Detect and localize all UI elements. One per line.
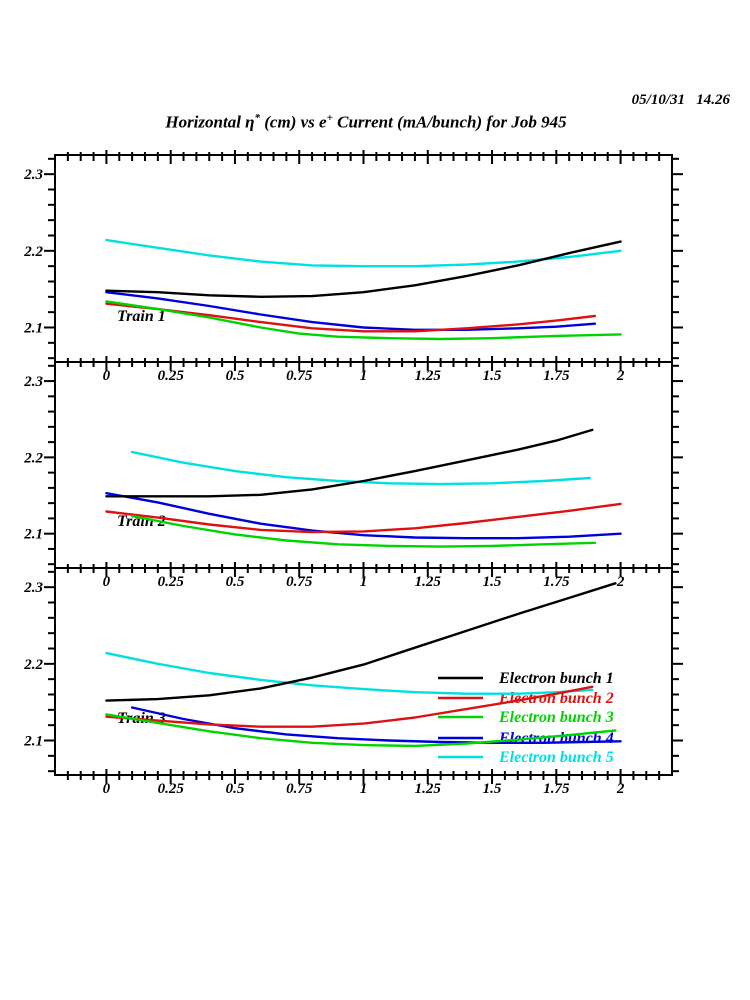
curve-electron-bunch-5-panel-1	[105, 238, 622, 268]
chart-title-text: Horizontal η	[165, 112, 255, 132]
chart-title-text: (cm) vs e	[260, 112, 327, 132]
legend-label-electron-bunch-3: Electron bunch 3	[498, 709, 614, 726]
train-label-1: Train 1	[117, 308, 166, 325]
x-tick-label: 0.5	[226, 781, 245, 797]
curve-electron-bunch-1-panel-2	[105, 428, 594, 498]
x-tick-label: 2	[616, 368, 625, 384]
legend-label-electron-bunch-1: Electron bunch 1	[498, 670, 614, 687]
curves	[105, 238, 622, 341]
x-axis-labels: 0 0.25 0.5 0.75 1 1.25 1.5 1.75 2	[103, 781, 625, 797]
timestamp: 05/10/31 14.26	[631, 92, 730, 108]
curve-electron-bunch-2-panel-2	[105, 502, 622, 534]
x-tick-label: 0.25	[158, 574, 185, 590]
curve-electron-bunch-1-panel-1	[105, 240, 622, 298]
x-tick-label: 1.5	[483, 368, 502, 384]
y-axis-labels: 2.1 2.2 2.3	[23, 167, 43, 336]
curve-electron-bunch-3-panel-2	[130, 514, 597, 548]
panel-1: 0 0.25 0.5 0.75 1 1.25 1.5 1.75 2 2.1 2.2 2.3 Train …	[23, 150, 683, 384]
curve-electron-bunch-3-panel-1	[105, 300, 622, 341]
y-tick-label: 2.2	[23, 244, 43, 260]
curve-electron-bunch-5-panel-3	[105, 651, 594, 695]
x-tick-label: 0.5	[226, 368, 245, 384]
x-tick-label: 1.75	[543, 781, 570, 797]
curves	[105, 428, 622, 548]
x-tick-label: 1.25	[415, 574, 442, 590]
curve-electron-bunch-2-panel-3	[105, 685, 594, 728]
chart-title: Horizontal η* (cm) vs e+ Current (mA/bun…	[0, 112, 732, 133]
legend-label-electron-bunch-5: Electron bunch 5	[498, 749, 614, 766]
x-tick-label: 2	[616, 574, 625, 590]
y-axis-labels: 2.1 2.2 2.3	[23, 580, 43, 749]
x-tick-label: 1.75	[543, 574, 570, 590]
y-tick-label: 2.1	[23, 527, 43, 543]
y-tick-label: 2.3	[23, 580, 43, 596]
y-tick-label: 2.3	[23, 167, 43, 183]
chart-title-sup-star: *	[254, 112, 261, 124]
y-tick-label: 2.2	[23, 657, 43, 673]
panel-2: 0 0.25 0.5 0.75 1 1.25 1.5 1.75 22.12.22.3Train …	[23, 361, 683, 590]
x-tick-label: 0	[103, 368, 111, 384]
y-tick-label: 2.1	[23, 734, 43, 750]
curve-electron-bunch-1-panel-3	[105, 582, 617, 702]
x-tick-label: 0	[103, 781, 111, 797]
y-axis-labels: 2.1 2.2 2.3	[23, 374, 43, 543]
x-tick-label: 1	[360, 368, 368, 384]
x-tick-label: 0.25	[158, 781, 185, 797]
x-tick-label: 1.5	[483, 574, 502, 590]
x-tick-label: 0.75	[286, 368, 313, 384]
x-axis-labels: 0 0.25 0.5 0.75 1 1.25 1.5 1.75 2	[103, 574, 625, 590]
x-tick-label: 0	[103, 574, 111, 590]
panel-3: 0 0.25 0.5 0.75 1 1.25 1.5 1.75 22.12.22.3Train …	[23, 567, 683, 797]
x-tick-label: 1	[360, 574, 368, 590]
curve-electron-bunch-5-panel-2	[130, 450, 591, 486]
x-tick-label: 2	[616, 781, 625, 797]
y-tick-label: 2.3	[23, 374, 43, 390]
chart-title-text: Current (mA/bunch) for Job 945	[332, 112, 567, 132]
y-tick-label: 2.2	[23, 450, 43, 466]
axis-ticks	[44, 570, 683, 784]
curves	[105, 582, 622, 748]
x-tick-label: 1.25	[415, 368, 442, 384]
curve-electron-bunch-4-panel-2	[105, 492, 622, 540]
x-tick-label: 1.25	[415, 781, 442, 797]
curve-electron-bunch-2-panel-1	[105, 302, 597, 333]
chart-title-sup-plus: +	[326, 112, 333, 124]
x-tick-label: 0.5	[226, 574, 245, 590]
x-tick-label: 0.25	[158, 368, 185, 384]
x-tick-label: 1.75	[543, 368, 570, 384]
x-tick-label: 1	[360, 781, 368, 797]
curve-electron-bunch-3-panel-3	[105, 713, 617, 748]
x-tick-label: 0.75	[286, 781, 313, 797]
y-tick-label: 2.1	[23, 321, 43, 337]
x-tick-label: 0.75	[286, 574, 313, 590]
x-tick-label: 1.5	[483, 781, 502, 797]
curve-electron-bunch-4-panel-1	[105, 291, 597, 331]
x-axis-labels: 0 0.25 0.5 0.75 1 1.25 1.5 1.75 2	[103, 368, 625, 384]
